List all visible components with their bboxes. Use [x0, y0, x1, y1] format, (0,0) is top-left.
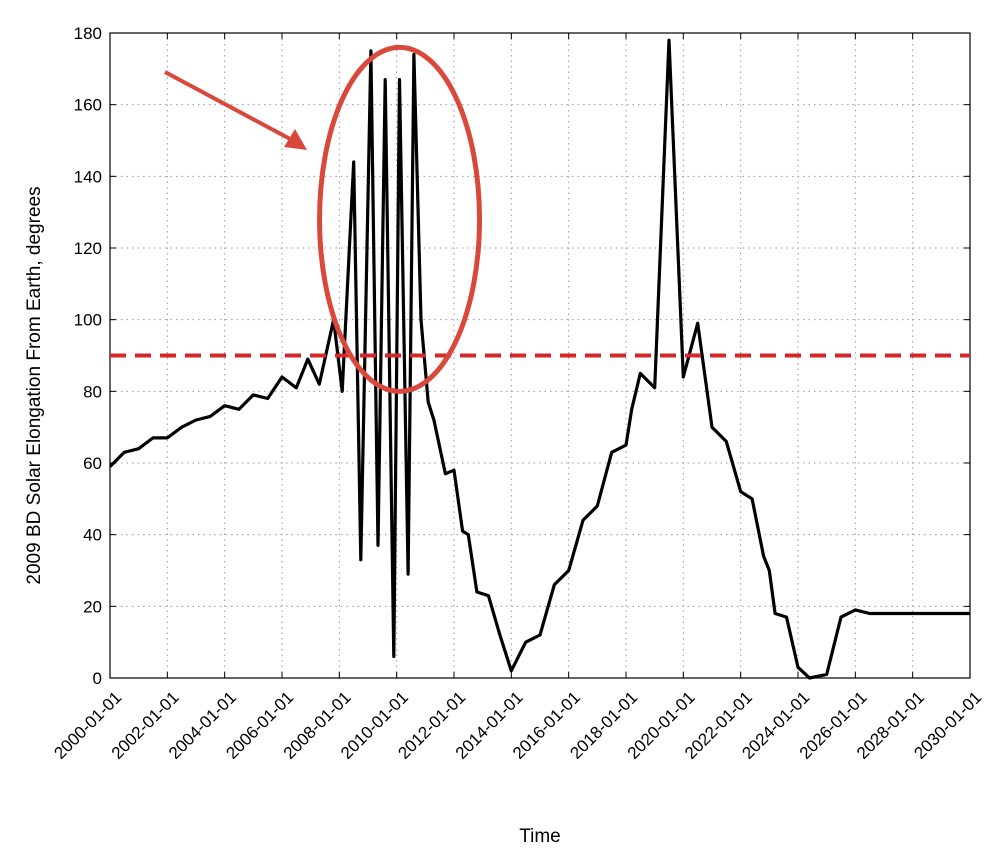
- grid-lines: [110, 33, 970, 678]
- series-layer: [108, 38, 970, 680]
- annotation-layer: [164, 44, 483, 394]
- x-axis-ticks: 2000-01-012002-01-012004-01-012006-01-01…: [50, 33, 985, 763]
- annotation-arrow-head: [284, 129, 307, 150]
- y-tick-label: 120: [74, 239, 102, 258]
- x-axis-title: Time: [519, 826, 561, 847]
- y-tick-label: 40: [83, 526, 102, 545]
- y-tick-label: 140: [74, 167, 102, 186]
- y-axis-title: 2009 BD Solar Elongation From Earth, deg…: [24, 186, 45, 584]
- y-tick-label: 80: [83, 382, 102, 401]
- y-tick-label: 20: [83, 597, 102, 616]
- elongation-series-line: [108, 38, 970, 680]
- highlight-ellipse: [317, 44, 483, 394]
- y-axis-ticks: 0 20 40 60 80 100 120 140 160 180: [74, 24, 970, 688]
- y-tick-label: 0: [93, 669, 102, 688]
- y-tick-label: 60: [83, 454, 102, 473]
- y-tick-label: 180: [74, 24, 102, 43]
- annotation-arrow-shaft: [164, 70, 293, 142]
- y-tick-label: 100: [74, 311, 102, 330]
- y-tick-label: 160: [74, 96, 102, 115]
